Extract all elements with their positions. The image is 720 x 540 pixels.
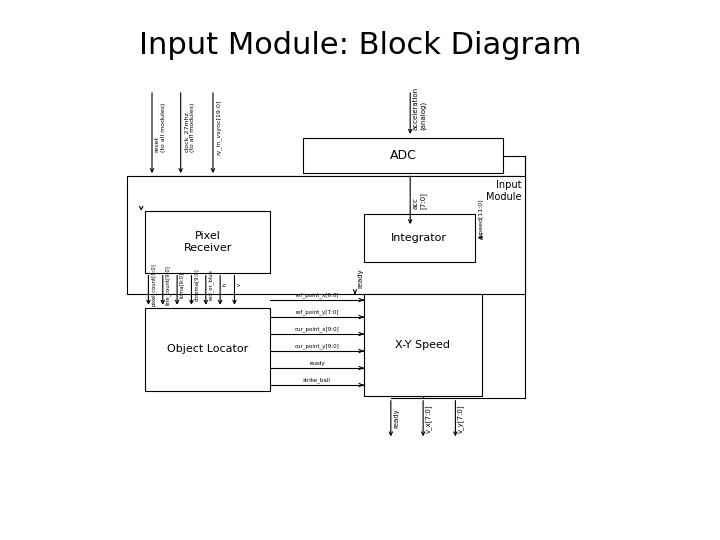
Text: cur_point_x[9:0]: cur_point_x[9:0] xyxy=(294,327,339,333)
Text: Integrator: Integrator xyxy=(391,233,447,243)
Bar xyxy=(145,211,270,273)
Bar xyxy=(364,294,482,396)
Text: Object Locator: Object Locator xyxy=(167,344,248,354)
Text: Input
Module: Input Module xyxy=(486,180,521,202)
Text: cur_point_y[9:0]: cur_point_y[9:0] xyxy=(294,344,339,349)
Text: v: v xyxy=(237,283,242,286)
Text: ready: ready xyxy=(393,409,399,428)
Text: ry_in_vsync[19:0]: ry_in_vsync[19:0] xyxy=(216,100,222,156)
Text: ref_point_x[9:0]: ref_point_x[9:0] xyxy=(295,293,338,299)
Text: v_y[7:0]: v_y[7:0] xyxy=(457,404,464,433)
Bar xyxy=(364,214,474,262)
Text: luma[9:0]: luma[9:0] xyxy=(179,272,184,298)
Text: Input Module: Block Diagram: Input Module: Block Diagram xyxy=(139,31,581,60)
Text: clock_27mhz
(to all modules): clock_27mhz (to all modules) xyxy=(184,103,195,152)
Bar xyxy=(145,308,270,391)
Text: h: h xyxy=(222,283,228,286)
Text: pixel_count[9:0]: pixel_count[9:0] xyxy=(150,264,156,306)
Text: acc
[7:0]: acc [7:0] xyxy=(413,192,427,208)
Text: strike_ball: strike_ball xyxy=(303,378,331,383)
Bar xyxy=(302,138,503,173)
Text: X-Y Speed: X-Y Speed xyxy=(395,340,450,350)
Text: ready: ready xyxy=(309,361,325,367)
Text: reset
(to all modules): reset (to all modules) xyxy=(155,103,166,152)
Text: ready: ready xyxy=(357,268,363,288)
Text: red_or_blue: red_or_blue xyxy=(208,269,214,300)
Text: ADC: ADC xyxy=(390,150,416,163)
Bar xyxy=(127,176,525,294)
Text: speed[11:0]: speed[11:0] xyxy=(478,199,483,236)
Text: chroma[9:0]: chroma[9:0] xyxy=(194,268,199,301)
Text: ref_point_y[7:0]: ref_point_y[7:0] xyxy=(295,310,338,315)
Text: Pixel
Receiver: Pixel Receiver xyxy=(184,231,232,253)
Text: v_x[7:0]: v_x[7:0] xyxy=(426,404,432,433)
Text: acceleration
(analog): acceleration (analog) xyxy=(413,86,426,130)
Text: line_count[9:0]: line_count[9:0] xyxy=(165,265,171,305)
